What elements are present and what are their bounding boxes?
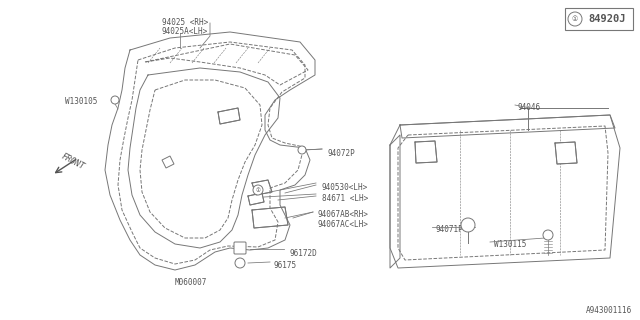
Circle shape [543,230,553,240]
FancyBboxPatch shape [234,242,246,254]
Polygon shape [252,180,272,195]
Text: ①: ① [255,188,260,193]
FancyBboxPatch shape [565,8,633,30]
Text: ①: ① [572,16,578,22]
Polygon shape [252,207,288,228]
Polygon shape [248,193,264,205]
Circle shape [111,96,119,104]
Circle shape [253,185,263,195]
Text: 94072P: 94072P [328,149,356,158]
Circle shape [298,146,306,154]
Text: 94071P: 94071P [436,225,464,234]
Polygon shape [415,141,437,163]
Text: 94067AC<LH>: 94067AC<LH> [318,220,369,229]
Text: 94067AB<RH>: 94067AB<RH> [318,210,369,219]
Text: 94025A<LH>: 94025A<LH> [162,27,208,36]
Text: 94046: 94046 [518,103,541,112]
Text: A943001116: A943001116 [586,306,632,315]
Text: 84671 <LH>: 84671 <LH> [322,194,368,203]
Polygon shape [218,108,240,124]
Text: 94025 <RH>: 94025 <RH> [162,18,208,27]
Polygon shape [555,142,577,164]
Polygon shape [162,156,174,168]
Circle shape [461,218,475,232]
Text: 96172D: 96172D [289,249,317,258]
Circle shape [235,258,245,268]
Text: W130115: W130115 [494,240,526,249]
Text: M060007: M060007 [175,278,207,287]
Text: 84920J: 84920J [588,14,626,24]
Text: 940530<LH>: 940530<LH> [322,183,368,192]
Text: 96175: 96175 [274,261,297,270]
Text: FRONT: FRONT [60,152,86,172]
Text: W130105: W130105 [65,97,97,106]
Circle shape [568,12,582,26]
